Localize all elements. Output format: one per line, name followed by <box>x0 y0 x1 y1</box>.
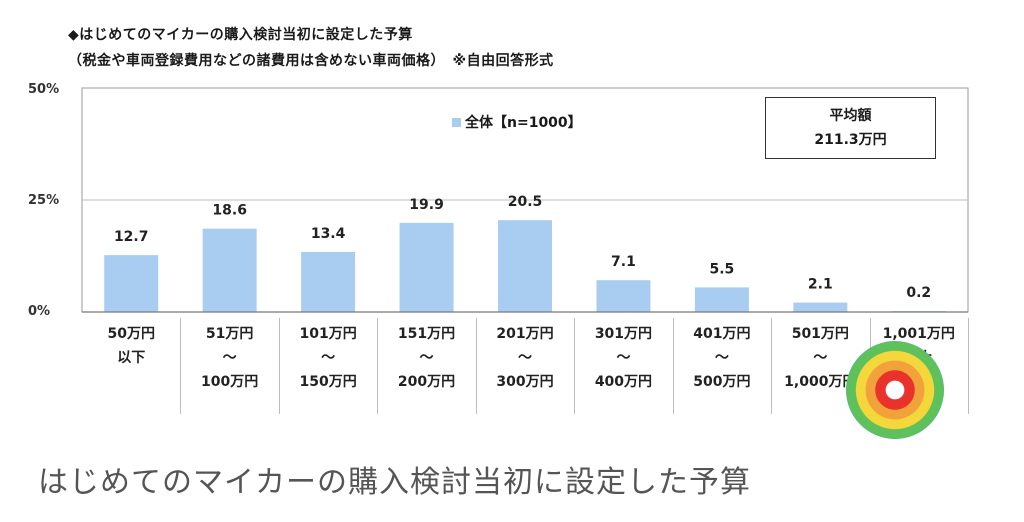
x-tick-label-line: 151万円 <box>397 326 456 342</box>
data-label: 7.1 <box>611 254 636 270</box>
x-tick-label-line: 以下 <box>117 350 146 366</box>
x-tick-label-line: 501万円 <box>791 326 849 342</box>
category-separator <box>968 318 969 414</box>
category-separator <box>771 318 773 414</box>
x-tick-label: 101万円 ～ 150万円 <box>279 322 377 394</box>
x-tick-label-line: 100万円 <box>201 374 259 390</box>
x-tick-label-line: 200万円 <box>397 374 456 390</box>
category-separator <box>377 318 379 414</box>
x-tick-label: 201万円 ～ 300万円 <box>476 322 574 394</box>
x-tick-label-line: ～ <box>419 350 434 366</box>
bar <box>694 287 749 312</box>
category-separator <box>180 318 182 414</box>
data-label: 12.7 <box>114 229 149 245</box>
x-tick-label-line: ～ <box>222 350 237 366</box>
x-tick-label-line: 50万円 <box>107 326 155 342</box>
x-tick-label-line: ～ <box>714 350 729 366</box>
bar <box>596 280 651 312</box>
category-separator <box>278 318 280 414</box>
bar <box>202 228 257 312</box>
x-tick-label: 50万円以下 <box>82 322 180 370</box>
data-label: 18.6 <box>212 203 247 219</box>
x-tick-label-line: 101万円 <box>299 326 357 342</box>
bar <box>498 220 552 312</box>
x-tick-label-line: 150万円 <box>299 374 357 390</box>
bar <box>793 302 848 312</box>
category-separator <box>672 318 674 414</box>
x-tick-label: 501万円 ～ 1,000万円 <box>771 322 869 394</box>
rings-icon <box>846 341 944 439</box>
average-box: 平均額 211.3万円 <box>765 97 936 159</box>
x-tick-label-line: 301万円 <box>594 326 653 342</box>
x-tick-label-line: ～ <box>813 350 828 366</box>
y-tick-label: 0% <box>28 304 51 319</box>
x-tick-label-line: ～ <box>321 350 336 366</box>
data-label: 0.2 <box>906 285 931 301</box>
x-tick-label-line: 51万円 <box>205 326 254 342</box>
x-tick-label: 401万円 ～ 500万円 <box>673 322 771 394</box>
legend-label: 全体【n=1000】 <box>465 115 582 131</box>
data-label: 2.1 <box>808 277 833 293</box>
bar <box>301 251 356 312</box>
x-tick-label-line: 1,000万円 <box>784 374 857 390</box>
x-tick-label: 301万円 ～ 400万円 <box>574 322 672 394</box>
x-tick-label-line: 300万円 <box>496 374 554 390</box>
y-tick-label: 25% <box>28 193 60 208</box>
category-separator <box>475 318 477 414</box>
data-label: 5.5 <box>709 261 734 277</box>
x-tick-label: 151万円 ～ 200万円 <box>377 322 475 394</box>
x-tick-label-line: ～ <box>517 350 532 366</box>
data-label: 13.4 <box>311 226 346 242</box>
x-tick-label-line: 1,001万円 <box>882 326 955 342</box>
category-separator <box>574 318 576 414</box>
average-label: 平均額 <box>829 108 872 124</box>
y-tick-label: 50% <box>28 82 60 97</box>
chart-title: ◆はじめてのマイカーの購入検討当初に設定した予算 <box>68 27 413 43</box>
average-value: 211.3万円 <box>814 132 887 148</box>
x-tick-label-line: ～ <box>616 350 631 366</box>
data-label: 20.5 <box>508 194 543 210</box>
x-tick-label-line: 401万円 <box>693 326 751 342</box>
x-tick-label-line: 500万円 <box>693 374 751 390</box>
page-caption: はじめてのマイカーの購入検討当初に設定した予算 <box>38 465 751 500</box>
x-tick-label-line: 400万円 <box>594 374 653 390</box>
bar <box>399 222 454 312</box>
legend-swatch <box>452 117 461 127</box>
data-label: 19.9 <box>409 197 444 213</box>
x-tick-label-line: 201万円 <box>496 326 554 342</box>
chart-subtitle: （税金や車両登録費用などの諸費用は含めない車両価格） ※自由回答形式 <box>68 53 554 69</box>
x-tick-label: 51万円 ～ 100万円 <box>180 322 278 394</box>
legend: 全体【n=1000】 <box>452 112 582 132</box>
bar <box>104 255 159 312</box>
